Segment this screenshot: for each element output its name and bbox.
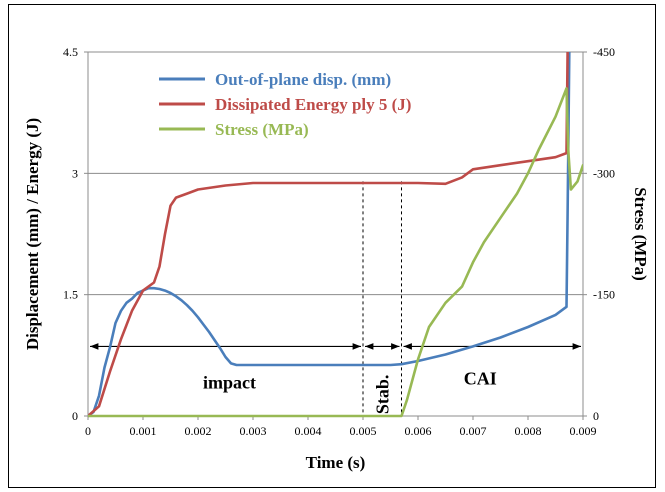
x-axis-title: Time (s) — [306, 453, 366, 472]
y-right-tick-label-1: -150 — [593, 288, 615, 302]
y-left-tick-label-3: 4.5 — [63, 45, 78, 59]
chart: 0 0.001 0.002 0.003 0.004 0.005 0.006 0.007 0.00… — [23, 45, 650, 472]
legend-label-2: Stress (MPa) — [215, 120, 309, 139]
phase-label-2: CAI — [464, 368, 497, 388]
x-tick-label-9: 0.009 — [570, 424, 597, 438]
y-right-tick-label-2: -300 — [593, 166, 615, 180]
phase-label-0: impact — [203, 372, 256, 392]
series-line-2 — [88, 87, 583, 418]
y-left-tick-label-1: 1.5 — [63, 288, 78, 302]
x-tick-label-4: 0.004 — [295, 424, 322, 438]
chart-frame: 0 0.001 0.002 0.003 0.004 0.005 0.006 0.007 0.00… — [8, 4, 656, 488]
y-right-tick-label-0: 0 — [593, 409, 599, 423]
series-lines — [88, 52, 583, 418]
y-left-tick-label-0: 0 — [72, 409, 78, 423]
y-left-tick-label-2: 3 — [72, 166, 78, 180]
legend: Out-of-plane disp. (mm) Dissipated Energy… — [159, 70, 411, 139]
series-line-1 — [88, 52, 569, 418]
grid-lines — [88, 51, 583, 296]
phase-annotations: impact Stab. CAI — [90, 181, 581, 416]
x-tick-label-6: 0.006 — [405, 424, 432, 438]
x-tick-label-2: 0.002 — [185, 424, 212, 438]
y-right-tick-label-3: -450 — [593, 45, 615, 59]
x-tick-label-8: 0.008 — [515, 424, 542, 438]
x-tick-label-5: 0.005 — [350, 424, 377, 438]
x-tick-label-3: 0.003 — [240, 424, 267, 438]
phase-label-1: Stab. — [372, 375, 392, 415]
x-tick-label-0: 0 — [85, 424, 91, 438]
y-axis-left-title: Displacement (mm) / Energy (J) — [23, 118, 42, 350]
axis-ticks: 0 0.001 0.002 0.003 0.004 0.005 0.006 0.007 0.00… — [63, 45, 615, 438]
y-axis-right-title: Stress (MPa) — [631, 187, 650, 281]
x-tick-label-7: 0.007 — [460, 424, 487, 438]
legend-label-1: Dissipated Energy ply 5 (J) — [215, 95, 411, 114]
legend-label-0: Out-of-plane disp. (mm) — [215, 70, 391, 89]
series-line-0 — [88, 52, 571, 418]
x-tick-label-1: 0.001 — [130, 424, 157, 438]
